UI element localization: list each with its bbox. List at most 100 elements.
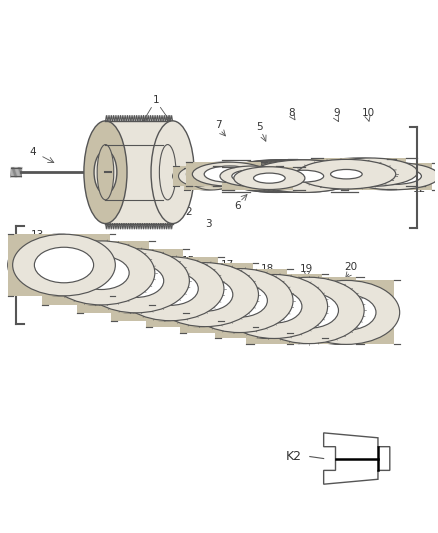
Polygon shape xyxy=(222,167,305,190)
Polygon shape xyxy=(213,166,283,186)
Polygon shape xyxy=(287,280,400,344)
Text: 2: 2 xyxy=(185,207,192,217)
Ellipse shape xyxy=(187,162,261,186)
Ellipse shape xyxy=(212,284,267,317)
Ellipse shape xyxy=(287,280,394,344)
Text: 7: 7 xyxy=(215,120,221,130)
Ellipse shape xyxy=(254,173,285,183)
Text: 14: 14 xyxy=(75,236,88,246)
Ellipse shape xyxy=(234,167,305,190)
Text: 3: 3 xyxy=(205,219,212,229)
Ellipse shape xyxy=(297,159,396,189)
Ellipse shape xyxy=(204,175,220,183)
Ellipse shape xyxy=(366,168,421,184)
Ellipse shape xyxy=(271,293,331,328)
Polygon shape xyxy=(311,158,417,187)
Ellipse shape xyxy=(184,168,228,190)
Ellipse shape xyxy=(206,284,261,317)
Ellipse shape xyxy=(317,295,376,330)
Ellipse shape xyxy=(288,159,387,189)
Ellipse shape xyxy=(257,170,296,182)
Text: 20: 20 xyxy=(344,262,357,272)
Ellipse shape xyxy=(188,171,208,181)
Text: 19: 19 xyxy=(300,264,314,274)
Text: 12: 12 xyxy=(413,184,426,194)
Ellipse shape xyxy=(146,263,253,327)
Ellipse shape xyxy=(221,274,328,338)
Text: K2: K2 xyxy=(286,450,302,463)
Polygon shape xyxy=(180,269,293,333)
Polygon shape xyxy=(342,163,438,190)
Ellipse shape xyxy=(84,121,127,223)
Polygon shape xyxy=(111,257,224,321)
Ellipse shape xyxy=(109,264,164,297)
Ellipse shape xyxy=(97,144,114,200)
Ellipse shape xyxy=(180,269,287,333)
Ellipse shape xyxy=(232,170,271,182)
Ellipse shape xyxy=(222,167,293,190)
Ellipse shape xyxy=(359,168,414,184)
Ellipse shape xyxy=(198,175,214,183)
Ellipse shape xyxy=(68,256,123,289)
Polygon shape xyxy=(246,277,364,344)
Ellipse shape xyxy=(399,180,414,184)
Text: 6: 6 xyxy=(234,201,241,211)
Ellipse shape xyxy=(404,180,420,184)
Ellipse shape xyxy=(348,166,392,179)
Ellipse shape xyxy=(74,256,129,289)
Polygon shape xyxy=(324,433,390,484)
Ellipse shape xyxy=(321,169,353,179)
Ellipse shape xyxy=(198,166,250,182)
Ellipse shape xyxy=(241,290,296,323)
Text: 4: 4 xyxy=(29,148,36,157)
Ellipse shape xyxy=(179,166,218,186)
Polygon shape xyxy=(215,274,328,338)
Ellipse shape xyxy=(293,280,400,344)
Polygon shape xyxy=(8,234,115,296)
Ellipse shape xyxy=(254,277,364,344)
Ellipse shape xyxy=(192,162,267,186)
Ellipse shape xyxy=(323,158,417,187)
Ellipse shape xyxy=(398,178,425,186)
Ellipse shape xyxy=(242,173,273,183)
Text: 17: 17 xyxy=(221,260,234,270)
Ellipse shape xyxy=(8,234,110,296)
Polygon shape xyxy=(42,241,155,305)
Ellipse shape xyxy=(250,160,358,192)
Ellipse shape xyxy=(284,170,324,182)
Ellipse shape xyxy=(213,166,276,186)
Text: 10: 10 xyxy=(361,108,374,118)
Ellipse shape xyxy=(311,158,406,187)
Ellipse shape xyxy=(151,121,194,223)
Ellipse shape xyxy=(215,274,321,338)
Ellipse shape xyxy=(247,290,302,323)
Ellipse shape xyxy=(143,272,198,305)
Ellipse shape xyxy=(177,278,233,311)
Polygon shape xyxy=(187,162,267,186)
Polygon shape xyxy=(288,159,396,189)
Ellipse shape xyxy=(393,178,420,186)
Text: 13: 13 xyxy=(31,230,44,240)
Ellipse shape xyxy=(42,241,149,305)
Ellipse shape xyxy=(94,150,117,194)
Ellipse shape xyxy=(159,144,176,200)
Ellipse shape xyxy=(348,163,438,190)
Ellipse shape xyxy=(331,169,362,179)
Text: 5: 5 xyxy=(256,122,263,132)
Ellipse shape xyxy=(204,166,255,182)
Ellipse shape xyxy=(117,257,224,321)
Ellipse shape xyxy=(29,247,88,283)
Ellipse shape xyxy=(191,168,234,190)
Ellipse shape xyxy=(137,272,192,305)
Polygon shape xyxy=(173,166,218,186)
Ellipse shape xyxy=(311,295,370,330)
Ellipse shape xyxy=(279,293,339,328)
Text: 9: 9 xyxy=(333,108,340,118)
Ellipse shape xyxy=(246,277,356,344)
Text: 16: 16 xyxy=(146,250,159,260)
Ellipse shape xyxy=(48,241,155,305)
Polygon shape xyxy=(184,168,234,190)
Text: 15: 15 xyxy=(110,243,123,253)
Ellipse shape xyxy=(187,269,293,333)
Text: 15: 15 xyxy=(182,256,195,266)
